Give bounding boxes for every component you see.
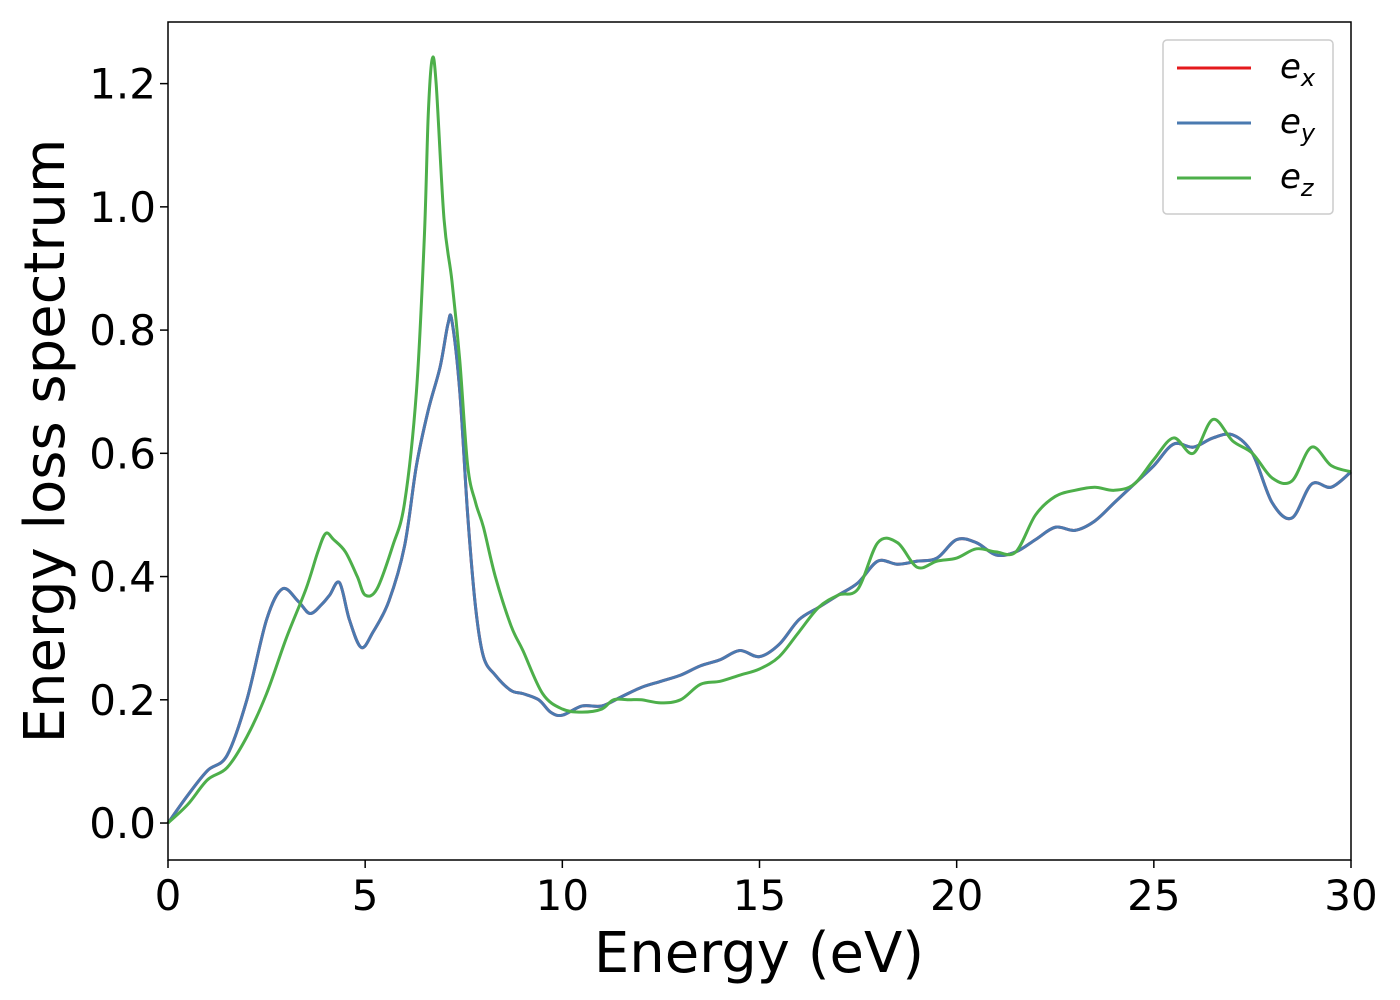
y-tick-label: 0.8 xyxy=(89,306,156,355)
y-tick-label: 1.0 xyxy=(89,183,156,232)
legend-label-z: ez xyxy=(1280,157,1315,202)
legend-box xyxy=(1162,39,1334,215)
y-tick-label: 0.2 xyxy=(89,676,156,725)
x-ticks: 0 5 10 15 20 25 30 xyxy=(155,860,1378,920)
y-axis-title: Energy loss spectrum xyxy=(13,139,78,744)
x-tick-label: 0 xyxy=(155,871,182,920)
x-tick-label: 20 xyxy=(930,871,983,920)
series-line-x xyxy=(166,313,1352,824)
x-axis-title: Energy (eV) xyxy=(594,921,924,986)
series-line-z xyxy=(166,55,1352,825)
x-tick-label: 25 xyxy=(1127,871,1180,920)
y-tick-label: 0.0 xyxy=(89,799,156,848)
x-tick-label: 10 xyxy=(536,871,589,920)
x-tick-label: 5 xyxy=(352,871,379,920)
y-tick-label: 0.6 xyxy=(89,429,156,478)
series-layer xyxy=(166,55,1352,825)
series-line-y xyxy=(166,313,1352,824)
x-tick-label: 15 xyxy=(733,871,786,920)
y-ticks: 0.0 0.2 0.4 0.6 0.8 1.0 1.2 xyxy=(89,60,168,848)
y-tick-label: 1.2 xyxy=(89,60,156,109)
x-tick-label: 30 xyxy=(1324,871,1377,920)
y-tick-label: 0.4 xyxy=(89,553,156,602)
